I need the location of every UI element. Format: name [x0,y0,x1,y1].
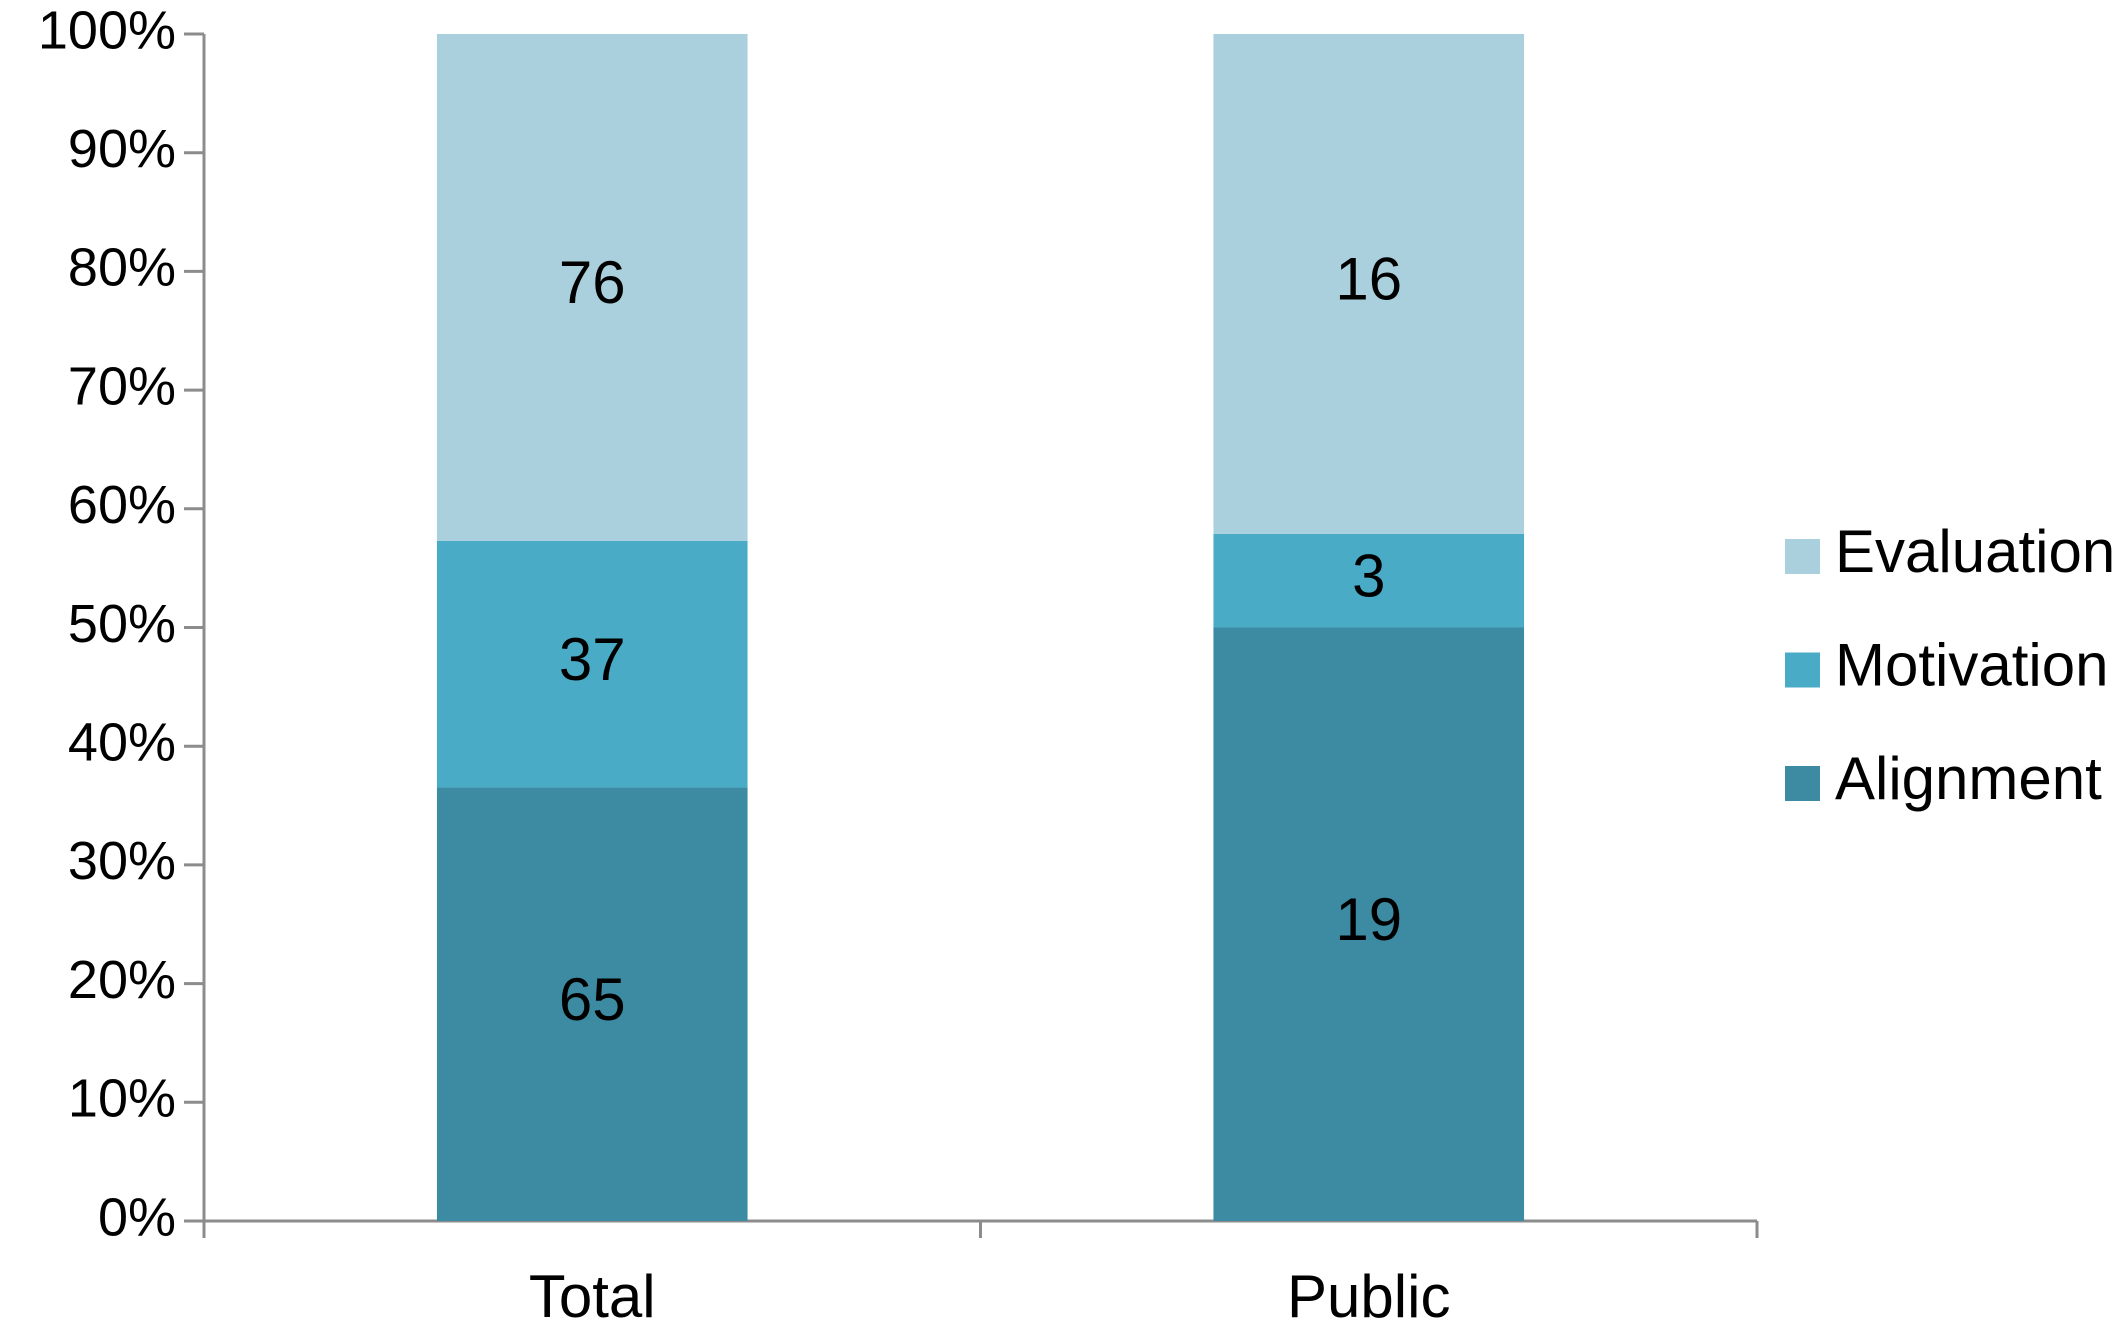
y-tick-label: 100% [38,0,176,60]
bar-segment [1213,34,1525,534]
data-label: 76 [559,249,626,316]
data-label: 37 [559,626,626,693]
y-tick-label: 10% [68,1069,176,1129]
legend-swatch [1785,652,1820,688]
bar-segment [1213,627,1525,1221]
bar-segment [436,540,748,788]
y-tick-label: 90% [68,119,176,179]
y-tick-label: 40% [68,712,176,772]
bar-segment [1213,533,1525,628]
y-tick-label: 0% [98,1187,176,1247]
data-label: 19 [1335,886,1402,953]
legend-swatch [1785,766,1820,801]
bar-segment [436,787,748,1221]
bar-segment [436,34,748,541]
legend-swatch [1785,539,1820,574]
x-tick-label: Total [529,1263,656,1330]
data-label: 3 [1352,542,1385,609]
y-tick-label: 70% [68,356,176,416]
y-tick-label: 20% [68,950,176,1010]
data-label: 65 [559,966,626,1033]
y-tick-label: 60% [68,475,176,535]
y-tick-label: 50% [68,594,176,654]
legend-label: Motivation [1835,631,2108,698]
y-tick-label: 80% [68,238,176,298]
y-tick-label: 30% [68,831,176,891]
x-tick-label: Public [1287,1263,1450,1330]
legend-label: Alignment [1835,745,2102,812]
legend-label: Evaluation [1835,518,2115,585]
data-label: 16 [1335,246,1402,313]
